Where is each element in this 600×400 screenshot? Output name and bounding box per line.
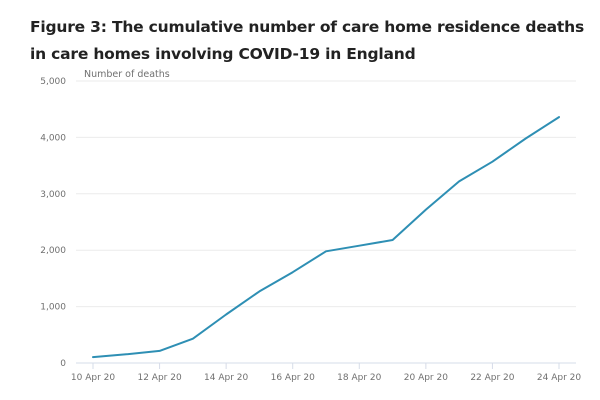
chart-title-line2: in care homes involving COVID-19 in Engl… xyxy=(30,45,416,63)
x-tick-label: 12 Apr 20 xyxy=(137,373,181,383)
x-tick-label: 20 Apr 20 xyxy=(404,373,448,383)
chart-title: Figure 3: The cumulative number of care … xyxy=(30,14,590,68)
series-group xyxy=(92,116,560,359)
series-line xyxy=(92,116,560,359)
x-tick-label: 22 Apr 20 xyxy=(470,373,514,383)
y-axis-title: Number of deaths xyxy=(84,69,170,80)
gridlines xyxy=(76,80,576,308)
x-tick-label: 16 Apr 20 xyxy=(271,373,315,383)
x-tick-label: 14 Apr 20 xyxy=(204,373,248,383)
x-tick-label: 24 Apr 20 xyxy=(537,373,581,383)
y-tick-label: 4,000 xyxy=(40,133,66,143)
y-tick-label: 2,000 xyxy=(40,246,66,256)
y-tick-label: 3,000 xyxy=(40,190,66,200)
x-tick-label: 10 Apr 20 xyxy=(71,373,115,383)
y-tick-label: 0 xyxy=(60,359,66,369)
y-tick-label: 5,000 xyxy=(40,77,66,87)
x-tick-label: 18 Apr 20 xyxy=(337,373,381,383)
y-axis: 0 1,000 2,000 3,000 4,000 5,000 xyxy=(40,77,66,369)
x-axis: 10 Apr 20 12 Apr 20 14 Apr 20 16 Apr 20 18 A… xyxy=(71,362,581,383)
chart-title-line1: Figure 3: The cumulative number of care … xyxy=(30,18,584,36)
y-tick-label: 1,000 xyxy=(40,303,66,313)
